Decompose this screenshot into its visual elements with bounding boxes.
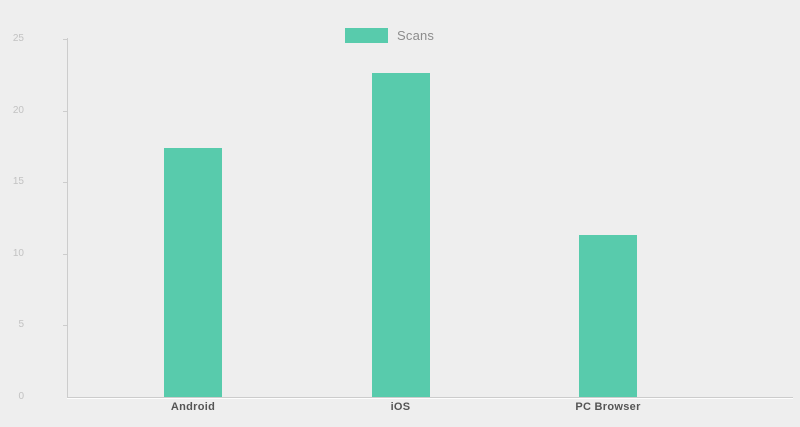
y-tick-mark	[63, 110, 68, 112]
y-tick-mark	[63, 182, 68, 184]
y-tick-mark	[63, 253, 68, 255]
x-axis-label: Android	[170, 401, 216, 413]
legend-label: Scans	[397, 28, 435, 43]
y-tick-mark	[63, 325, 68, 327]
x-axis-line	[67, 397, 793, 398]
y-tick-label: 10	[12, 247, 24, 259]
x-axis-label: iOS	[390, 401, 411, 413]
y-tick-label: 20	[12, 104, 24, 116]
y-tick-label: 25	[12, 33, 24, 44]
y-tick-mark	[63, 39, 68, 40]
x-axis-label: PC Browser	[575, 401, 641, 413]
bar-android[interactable]	[164, 147, 222, 397]
bar-pc-browser[interactable]	[579, 235, 637, 397]
y-axis-line	[67, 38, 68, 397]
legend-item-scans[interactable]: Scans	[345, 28, 434, 43]
y-tick-label: 0	[18, 391, 24, 402]
y-tick-label: 15	[12, 176, 24, 188]
bar-ios[interactable]	[371, 73, 430, 397]
y-tick-label: 5	[18, 319, 24, 331]
legend-swatch-icon	[345, 28, 388, 43]
